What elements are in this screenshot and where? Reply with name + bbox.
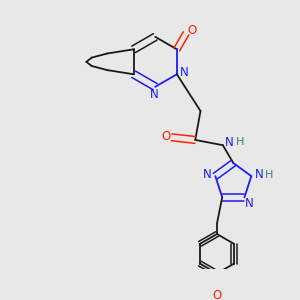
Text: N: N: [150, 88, 158, 100]
Text: N: N: [225, 136, 234, 149]
Text: H: H: [265, 170, 273, 180]
Text: H: H: [236, 137, 244, 147]
Text: N: N: [203, 168, 212, 181]
Text: N: N: [255, 168, 264, 181]
Text: N: N: [245, 196, 254, 209]
Text: N: N: [180, 67, 189, 80]
Text: O: O: [213, 289, 222, 300]
Text: O: O: [161, 130, 170, 143]
Text: O: O: [187, 24, 196, 37]
